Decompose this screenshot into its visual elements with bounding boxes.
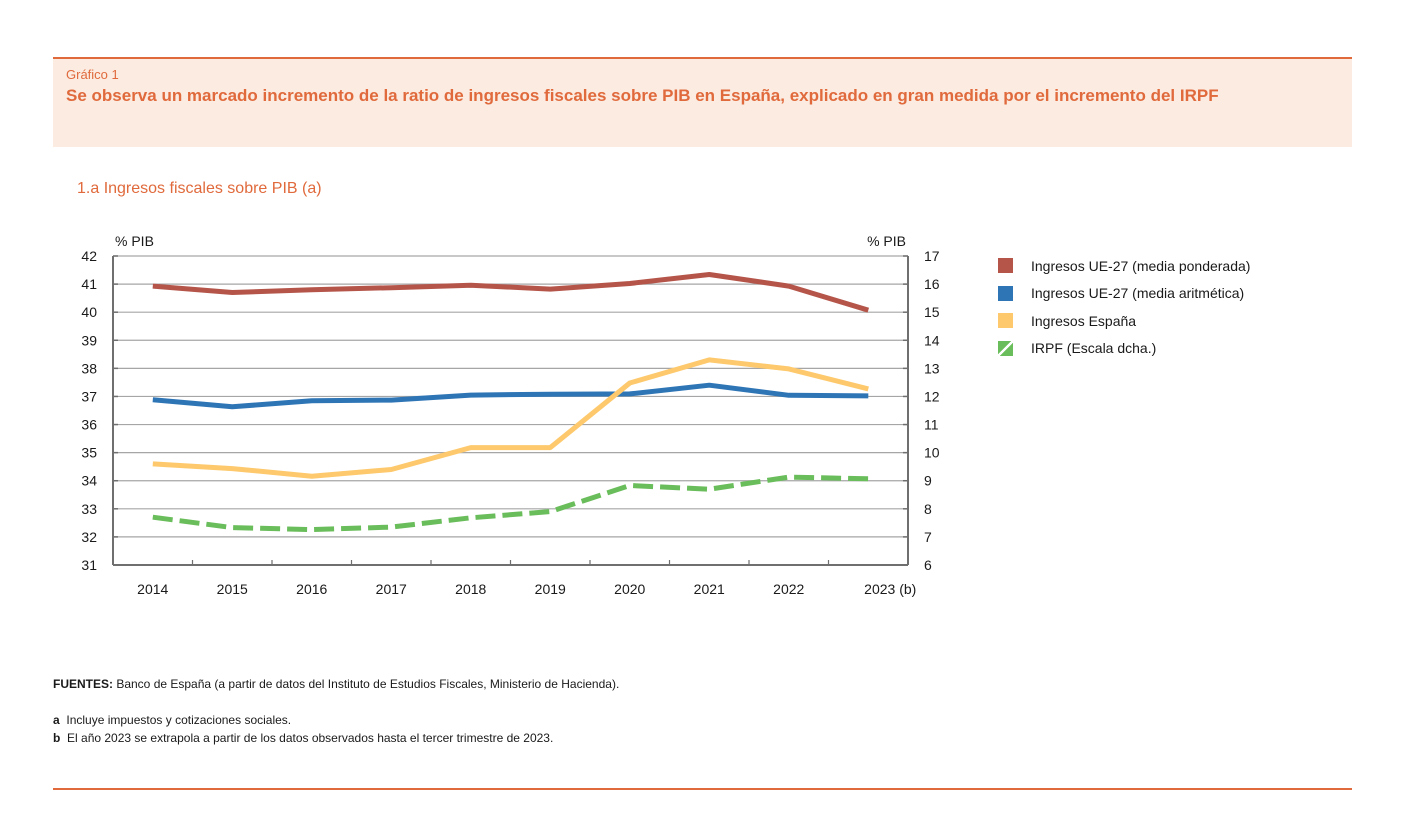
footnote-a: a Incluye impuestos y cotizaciones socia… <box>53 711 619 729</box>
y-tick-label-right: 15 <box>924 304 940 320</box>
y-tick-label-left: 37 <box>81 388 97 404</box>
y-tick-label-right: 6 <box>924 557 932 573</box>
x-tick-label: 2021 <box>694 581 725 597</box>
legend-swatch <box>998 258 1013 274</box>
legend-item: Ingresos UE-27 (media ponderada) <box>998 252 1250 280</box>
figure-label: Gráfico 1 <box>66 67 119 82</box>
y-tick-label-left: 42 <box>81 248 97 264</box>
chart-title: 1.a Ingresos fiscales sobre PIB (a) <box>77 180 322 197</box>
footnote-text: El año 2023 se extrapola a partir de los… <box>67 731 554 745</box>
y-tick-label-right: 11 <box>924 417 939 433</box>
x-tick-label: 2017 <box>376 581 407 597</box>
y-tick-label-left: 31 <box>81 557 97 573</box>
y-tick-label-right: 10 <box>924 445 940 461</box>
sources-text: Banco de España (a partir de datos del I… <box>113 677 620 691</box>
footnote-key: b <box>53 731 61 745</box>
y-tick-label-right: 7 <box>924 529 932 545</box>
legend-swatch <box>998 285 1013 301</box>
y-tick-label-left: 32 <box>81 529 97 545</box>
line-chart: 31 32 33 34 35 36 37 38 39 40 41 42 6 7 8 9 10 11 12 13 14 15… <box>81 233 940 597</box>
y-tick-label-left: 36 <box>81 417 97 433</box>
y-tick-label-right: 17 <box>924 248 940 264</box>
legend: Ingresos UE-27 (media ponderada) Ingresos… <box>998 252 1250 362</box>
y-tick-label-right: 16 <box>924 276 940 292</box>
bottom-rule <box>53 788 1352 790</box>
x-tick-label: 2023 (b) <box>864 581 916 597</box>
y-tick-label-left: 33 <box>81 501 97 517</box>
legend-swatch <box>998 313 1013 329</box>
legend-label: Ingresos UE-27 (media aritmética) <box>1031 285 1245 302</box>
footnote-text: Incluye impuestos y cotizaciones sociale… <box>66 713 292 727</box>
figure-header: Gráfico 1 Se observa un marcado incremen… <box>53 59 1352 147</box>
x-tick-label: 2014 <box>137 581 168 597</box>
notes: FUENTES: Banco de España (a partir de da… <box>53 677 619 747</box>
x-tick-label: 2016 <box>296 581 327 597</box>
sources-line: FUENTES: Banco de España (a partir de da… <box>53 677 619 691</box>
legend-item: Ingresos España <box>998 307 1250 335</box>
footnote-b: b El año 2023 se extrapola a partir de l… <box>53 729 619 747</box>
series-line-3 <box>152 357 869 479</box>
series-line-2 <box>152 382 869 410</box>
y-tick-label-right: 14 <box>924 332 940 348</box>
legend-label: Ingresos España <box>1031 312 1137 329</box>
x-tick-label: 2015 <box>217 581 248 597</box>
y-tick-label-right: 9 <box>924 473 932 489</box>
y-tick-label-left: 40 <box>81 304 97 320</box>
series-line-4 <box>152 474 869 533</box>
series-line-1 <box>152 272 870 313</box>
figure-title: Se observa un marcado incremento de la r… <box>66 86 1219 105</box>
legend-item: Ingresos UE-27 (media aritmética) <box>998 280 1250 308</box>
legend-item: IRPF (Escala dcha.) <box>998 335 1250 363</box>
y-tick-label-right: 13 <box>924 360 940 376</box>
top-rule <box>53 57 1352 59</box>
y-axis-label-right: % PIB <box>867 233 906 249</box>
sources-label: FUENTES: <box>53 677 113 691</box>
y-tick-label-left: 35 <box>81 445 97 461</box>
y-tick-label-left: 38 <box>81 360 97 376</box>
y-axis-label-left: % PIB <box>115 233 154 249</box>
footnote-key: a <box>53 713 60 727</box>
legend-swatch <box>998 340 1013 356</box>
y-tick-label-right: 8 <box>924 501 932 517</box>
y-tick-label-left: 41 <box>81 276 97 292</box>
x-tick-label: 2018 <box>455 581 486 597</box>
y-tick-label-left: 39 <box>81 332 97 348</box>
x-tick-label: 2022 <box>773 581 804 597</box>
legend-label: Ingresos UE-27 (media ponderada) <box>1031 257 1251 274</box>
x-tick-label: 2019 <box>535 581 566 597</box>
y-tick-label-left: 34 <box>81 473 97 489</box>
x-tick-label: 2020 <box>614 581 645 597</box>
legend-label: IRPF (Escala dcha.) <box>1031 340 1157 357</box>
y-tick-label-right: 12 <box>924 388 940 404</box>
